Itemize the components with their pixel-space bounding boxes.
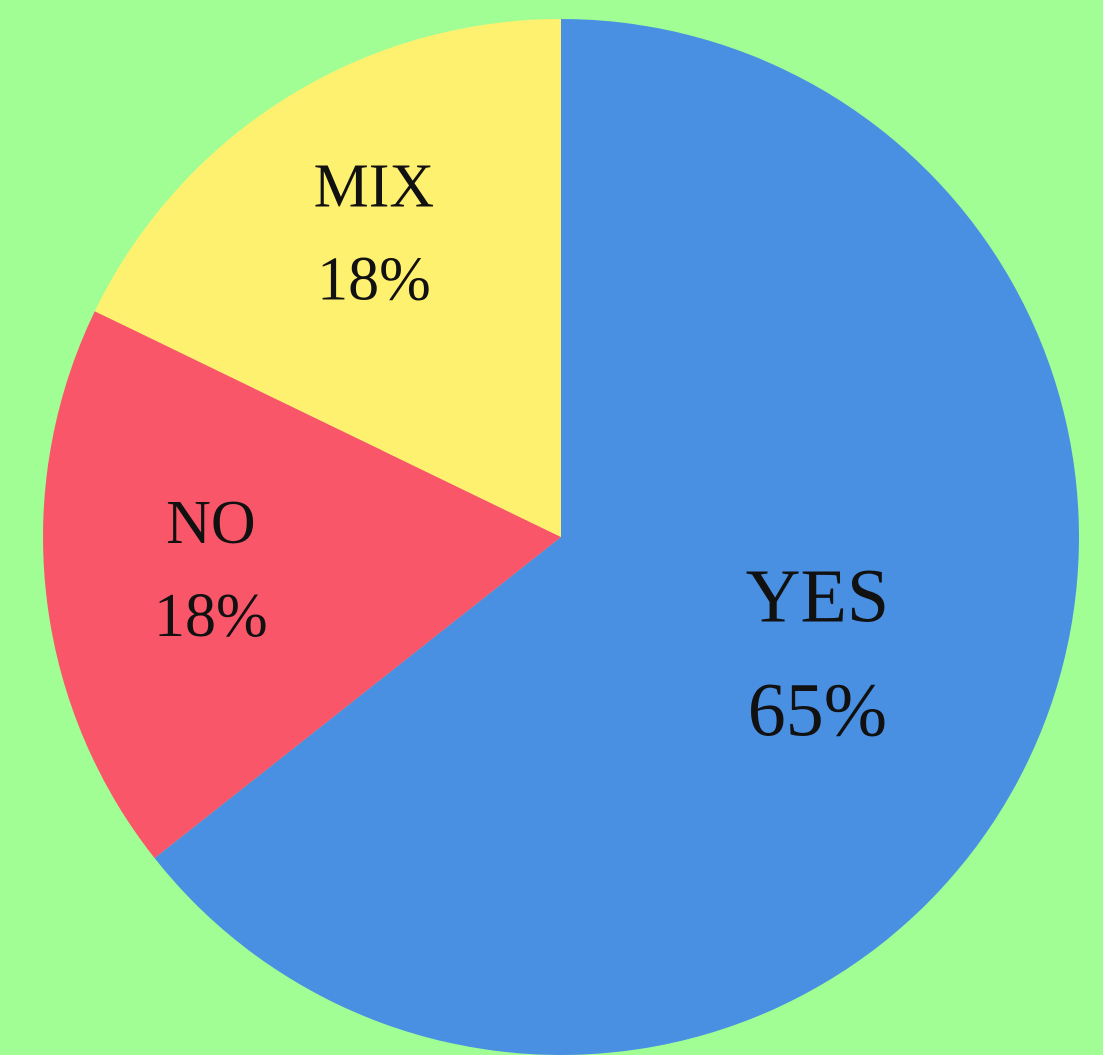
pie-slice xyxy=(43,311,561,859)
slice-value-label: 18% xyxy=(317,245,431,313)
pie-slice xyxy=(94,19,561,537)
pie-slice xyxy=(154,19,1080,1055)
slice-label: YES xyxy=(746,555,890,639)
slice-value-label: 65% xyxy=(748,669,887,753)
slice-value-label: 18% xyxy=(154,582,268,650)
slice-label: NO xyxy=(166,489,256,557)
slice-label: MIX xyxy=(314,152,435,220)
